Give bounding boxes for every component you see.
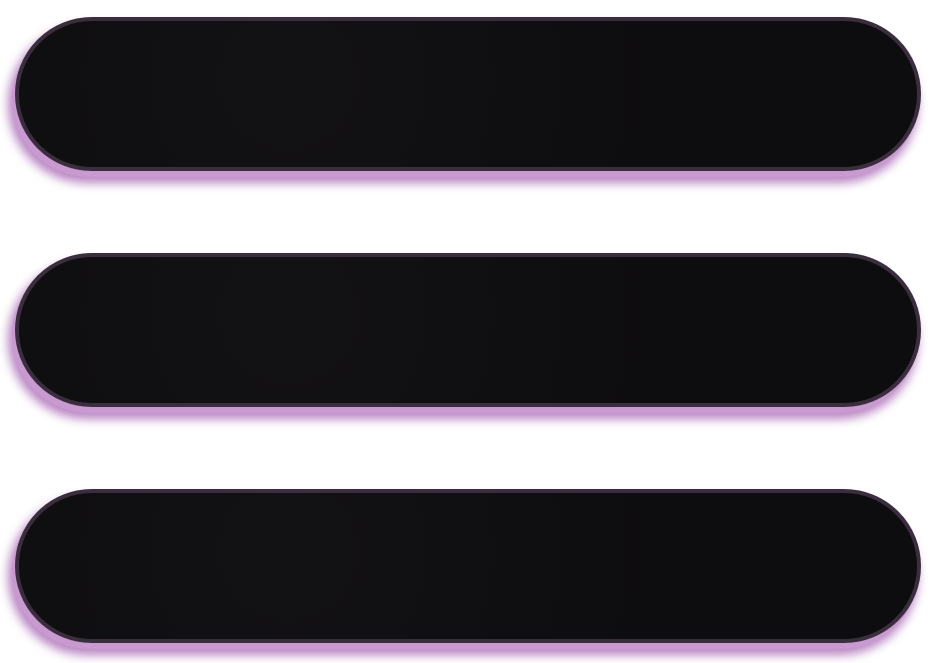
menu-bar-middle	[15, 253, 921, 407]
menu-bar-bottom	[15, 489, 921, 643]
menu-bar-top	[15, 17, 921, 171]
